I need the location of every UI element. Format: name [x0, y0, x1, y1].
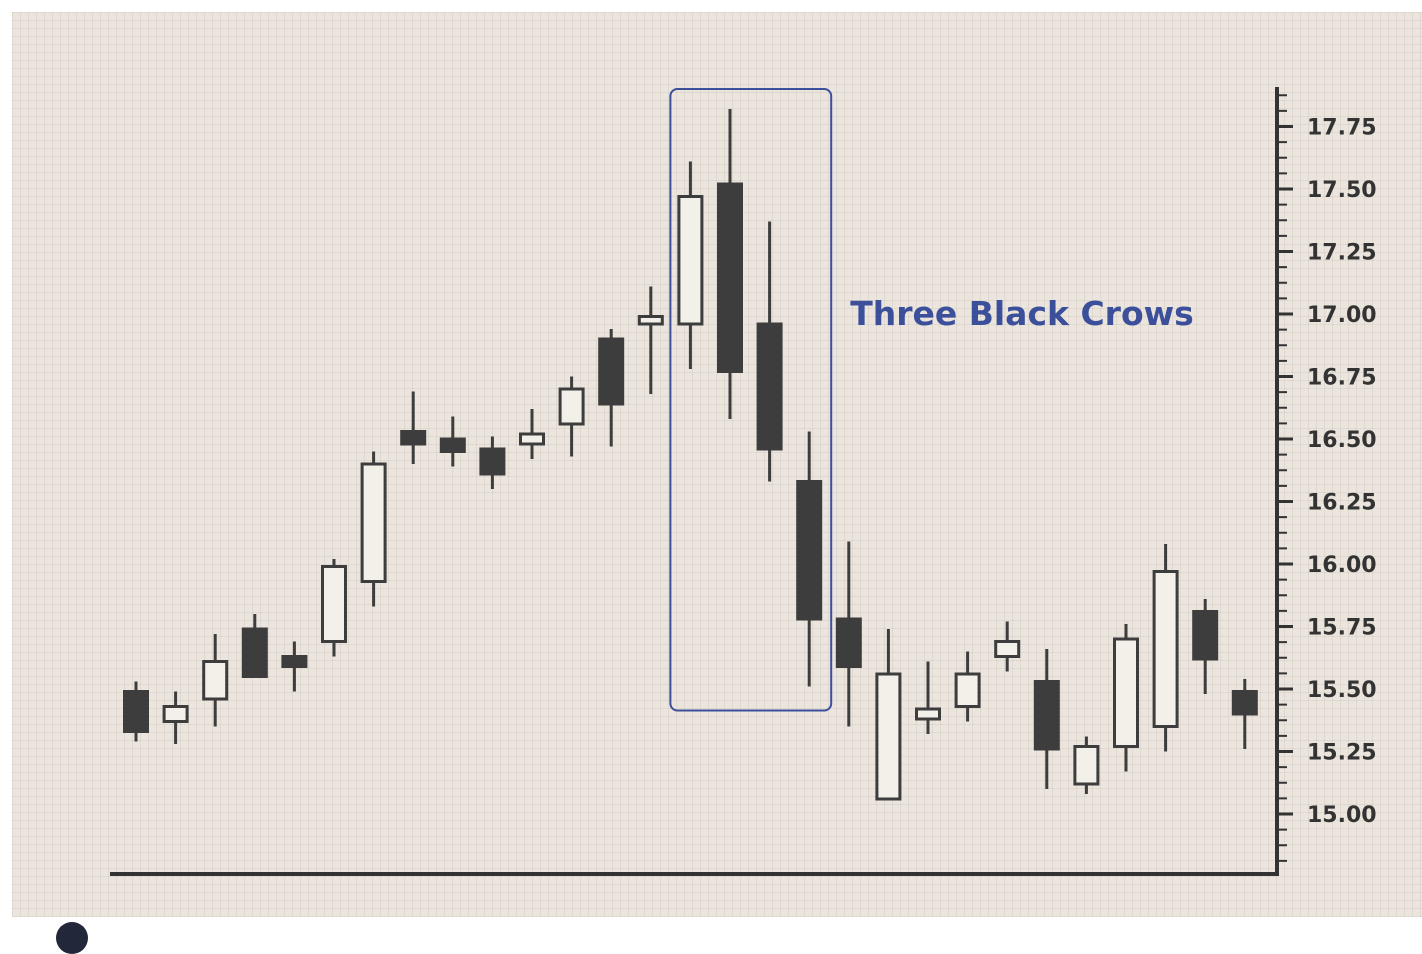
candle-body-bearish [835, 617, 862, 668]
candle [162, 691, 189, 744]
candle [558, 376, 585, 457]
candle-body-bearish [1033, 680, 1060, 751]
candle-body-bullish [954, 672, 981, 708]
candle [915, 661, 941, 734]
candle [835, 541, 862, 727]
candle [677, 161, 704, 369]
candle [717, 109, 743, 419]
candle [1231, 679, 1258, 749]
candle-body-bearish [241, 627, 268, 678]
candle-body-bullish [1113, 637, 1139, 748]
candle [954, 651, 981, 722]
y-tick-label: 15.75 [1307, 616, 1377, 641]
y-axis: 15.00 15.25 15.50 15.75 16.00 16.25 16.50 16.75… [1275, 87, 1377, 876]
y-tick-label: 15.00 [1307, 803, 1377, 828]
candle-body-bullish [1152, 570, 1179, 728]
candle [1033, 649, 1060, 789]
candle-body-bearish [123, 690, 149, 733]
candlestick-chart: Three Black Crows 15.00 15.25 15.50 15.75 16… [110, 87, 1377, 876]
candle-body-bullish [519, 432, 545, 446]
candle-body-bullish [162, 705, 189, 723]
candle-body-bearish [598, 337, 625, 406]
candle-body-bullish [875, 672, 902, 801]
candle [1073, 736, 1100, 794]
candles-layer [123, 109, 1258, 801]
candle-body-bullish [202, 660, 229, 701]
y-tick-label: 17.25 [1307, 241, 1377, 266]
candle-body-bullish [321, 565, 347, 643]
y-tick-label: 16.75 [1307, 366, 1377, 391]
candle [637, 286, 664, 394]
candle [519, 409, 545, 459]
candle-body-bullish [915, 707, 941, 721]
candle [1113, 624, 1139, 772]
candle-body-bearish [1231, 690, 1258, 716]
three-black-crows-label: Three Black Crows [850, 294, 1194, 333]
candle [756, 221, 783, 482]
candle-body-bullish [637, 315, 664, 326]
candle-body-bullish [994, 640, 1021, 658]
candle [123, 681, 149, 742]
candle [400, 391, 427, 464]
candle [321, 559, 347, 657]
candle-body-bearish [796, 480, 823, 621]
candle [598, 329, 625, 447]
candle-body-bearish [756, 322, 783, 451]
y-tick-label: 16.50 [1307, 428, 1377, 453]
y-tick-label: 17.50 [1307, 178, 1377, 203]
chart-panel: Three Black Crows 15.00 15.25 15.50 15.75 16… [12, 12, 1422, 954]
candle [241, 614, 268, 678]
candle [875, 629, 902, 801]
candle [1192, 599, 1219, 694]
y-tick-label: 15.25 [1307, 741, 1377, 766]
candle-body-bearish [1192, 610, 1219, 661]
candle-body-bearish [439, 437, 466, 453]
candle [479, 436, 506, 489]
candle [994, 621, 1021, 672]
candle-body-bullish [677, 195, 704, 326]
candle-body-bullish [360, 462, 387, 583]
candle-body-bearish [479, 447, 506, 476]
candle-body-bearish [281, 655, 308, 668]
candle-body-bearish [717, 182, 743, 373]
y-tick-label: 17.75 [1307, 116, 1377, 141]
highlight-box [669, 88, 833, 712]
y-tick-label: 15.50 [1307, 678, 1377, 703]
candle-body-bullish [1073, 745, 1100, 786]
candle [439, 416, 466, 467]
candle [796, 431, 823, 687]
candle [1152, 544, 1179, 752]
candle [360, 451, 387, 607]
y-tick-label: 16.00 [1307, 553, 1377, 578]
candle-body-bearish [400, 430, 427, 446]
logo-mark [56, 922, 88, 954]
y-tick-label: 16.25 [1307, 491, 1377, 516]
y-tick-label: 17.00 [1307, 303, 1377, 328]
candle [202, 634, 229, 727]
candle-body-bullish [558, 387, 585, 426]
candle [281, 641, 308, 692]
